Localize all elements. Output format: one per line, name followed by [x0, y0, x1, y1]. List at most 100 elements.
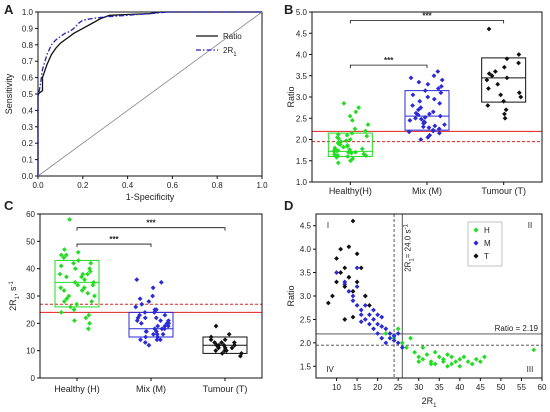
- data-point: [416, 354, 422, 360]
- data-point: [62, 247, 67, 252]
- data-point: [350, 288, 356, 294]
- data-point: [425, 81, 431, 87]
- data-point: [158, 318, 163, 323]
- data-point: [432, 123, 438, 129]
- y-tick-label: 50: [26, 237, 35, 246]
- data-point: [415, 112, 421, 118]
- y-tick-label: 3.5: [300, 269, 312, 278]
- data-point: [341, 100, 347, 106]
- data-point: [379, 324, 385, 329]
- data-point: [349, 150, 354, 156]
- panel-c-2r1-chart: C *** *** 0 10 20 30 40 50 60 Healthy (H) Mix (M) Tu…: [4, 198, 263, 394]
- x-tick-label: 55: [517, 383, 526, 392]
- data-point: [75, 282, 81, 288]
- data-point: [157, 337, 163, 343]
- data-point: [457, 363, 463, 369]
- y-tick-label: 0.1: [22, 156, 34, 165]
- data-point: [219, 351, 225, 356]
- y-tick-label: 2.5: [300, 315, 312, 324]
- data-point: [346, 244, 352, 250]
- data-point: [154, 329, 159, 334]
- data-point: [146, 342, 152, 348]
- y-tick-label: 0.8: [22, 41, 34, 50]
- data-point: [445, 352, 450, 357]
- reference-diagonal-line: [37, 11, 263, 177]
- x-tick-label: 0.6: [167, 181, 179, 190]
- data-point: [334, 279, 339, 285]
- data-point: [335, 160, 341, 166]
- quadrant-label-4: IV: [326, 365, 334, 374]
- legend-label-ratio: Ratio: [223, 32, 242, 41]
- data-point: [344, 132, 350, 138]
- y-tick-label: 3.0: [300, 292, 312, 301]
- data-point: [435, 69, 441, 74]
- y-tick-label: 0.7: [22, 57, 34, 66]
- x-tick-label: 0.2: [77, 181, 89, 190]
- data-point: [85, 271, 90, 277]
- data-point: [342, 317, 348, 322]
- data-point: [362, 302, 368, 308]
- data-point: [502, 115, 508, 121]
- quadrant-label-3: III: [527, 365, 534, 374]
- data-point: [138, 320, 144, 326]
- y-tick-label: 0.6: [22, 74, 34, 83]
- data-point: [221, 342, 227, 348]
- category-label: Tumour (T): [203, 384, 248, 394]
- data-point: [422, 115, 428, 120]
- data-point: [358, 319, 364, 325]
- data-point: [375, 321, 381, 327]
- x-tick-label: 10: [332, 383, 341, 392]
- data-point: [367, 302, 372, 308]
- data-point: [146, 299, 152, 304]
- data-point: [79, 288, 85, 293]
- y-tick-label: 1.5: [296, 157, 308, 166]
- y-tick-label: 10: [26, 347, 35, 356]
- data-point: [383, 331, 389, 336]
- data-point: [358, 307, 364, 313]
- data-point: [449, 354, 454, 360]
- data-point: [58, 263, 64, 269]
- data-point: [430, 109, 436, 115]
- panel-b-ratio-chart: B *** *** 1.0 1.5 2.0 2.5 3.0 3.5 4.0 4.5 5.0 Health…: [284, 2, 543, 196]
- category-label: Healthy(H): [329, 186, 372, 196]
- data-point: [408, 335, 413, 341]
- data-point: [406, 129, 412, 135]
- data-point: [416, 79, 422, 85]
- data-point: [435, 86, 441, 91]
- data-point: [440, 359, 446, 364]
- data-point: [379, 314, 385, 320]
- y-tick-label: 1.5: [300, 362, 312, 371]
- y-tick-label: 0: [31, 374, 36, 383]
- data-point: [68, 304, 73, 310]
- data-point: [439, 77, 445, 83]
- data-point: [531, 347, 537, 353]
- data-point: [231, 340, 237, 345]
- data-point: [426, 125, 432, 130]
- x-tick-label: 40: [455, 383, 464, 392]
- data-point: [358, 312, 364, 318]
- x-tick-label: 30: [414, 383, 423, 392]
- data-point: [346, 274, 352, 280]
- data-point: [89, 299, 95, 304]
- data-point: [422, 88, 428, 94]
- data-point: [87, 266, 92, 272]
- data-point: [335, 148, 341, 153]
- data-point: [502, 111, 507, 117]
- data-point: [214, 342, 220, 348]
- data-point: [342, 265, 348, 271]
- x-axis-title: 2R1: [422, 396, 438, 409]
- data-point: [58, 252, 64, 258]
- data-point: [428, 361, 434, 367]
- data-point: [503, 107, 509, 113]
- y-tick-label: 0.4: [22, 106, 34, 115]
- horizontal-line-label: Ratio = 2.19: [495, 324, 539, 333]
- significance-bracket: [349, 64, 428, 69]
- y-tick-label: 0.9: [22, 24, 34, 33]
- data-point: [427, 111, 432, 117]
- y-tick-label: 3.0: [296, 93, 308, 102]
- data-point: [347, 147, 353, 153]
- data-point: [334, 256, 339, 261]
- data-point: [63, 252, 69, 258]
- data-point: [345, 143, 350, 148]
